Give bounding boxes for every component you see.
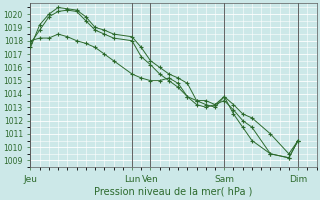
X-axis label: Pression niveau de la mer( hPa ): Pression niveau de la mer( hPa ) xyxy=(94,187,253,197)
